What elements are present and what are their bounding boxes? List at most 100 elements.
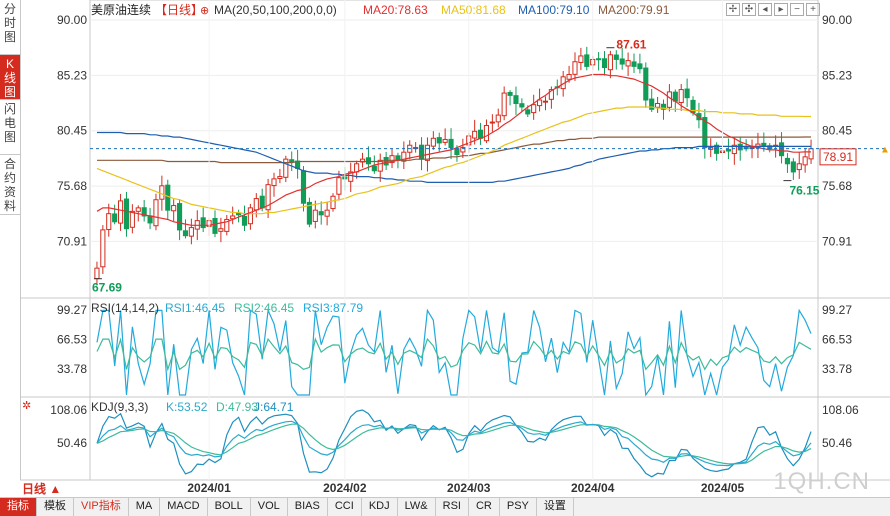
candle-body: [725, 149, 731, 152]
chart-period: 【日线】: [155, 3, 203, 17]
indicator-tab-14[interactable]: 设置: [537, 498, 574, 516]
y-tick-right: 70.91: [822, 234, 852, 248]
zoom-out-icon[interactable]: −: [790, 3, 804, 16]
candle-body: [230, 215, 236, 220]
candle-body: [129, 210, 135, 228]
candle-body: [171, 205, 177, 212]
candle-body: [655, 102, 661, 108]
last-price-label: 78.91: [823, 150, 853, 164]
candle-body: [259, 195, 265, 209]
candle-body: [318, 211, 324, 216]
rsi-legend-1: RSI1:46.45: [165, 301, 225, 315]
candle-body: [572, 61, 578, 75]
x-tick-label: 2024/05: [701, 481, 745, 495]
candle-body: [165, 184, 171, 211]
y-tick-right: 80.45: [822, 124, 852, 138]
candle-body: [460, 147, 466, 153]
kdj-legend-1: K:53.52: [166, 400, 208, 414]
candle-body: [377, 159, 383, 172]
candle-body: [277, 176, 283, 180]
candle-body: [796, 163, 802, 171]
indicator-tab-1[interactable]: 模板: [37, 498, 74, 516]
candle-body: [117, 200, 124, 224]
candle-body: [678, 89, 684, 104]
indicator-tab-11[interactable]: RSI: [436, 498, 469, 516]
candle-body: [489, 121, 495, 124]
move-left-icon[interactable]: ◂: [758, 3, 772, 16]
candle-body: [94, 267, 100, 280]
candle-body: [430, 137, 436, 147]
settings-icon: ⊕: [200, 5, 209, 17]
candle-body: [106, 213, 112, 231]
indicator-tab-0[interactable]: 指标: [0, 498, 37, 516]
candle-body: [289, 159, 295, 162]
indicator-tab-9[interactable]: KDJ: [362, 498, 398, 516]
indicator-tab-2[interactable]: VIP指标: [74, 498, 129, 516]
expand-icon[interactable]: ✢: [726, 3, 740, 16]
candle-body: [613, 54, 619, 60]
candle-body: [177, 203, 183, 231]
move-right-icon[interactable]: ▸: [774, 3, 788, 16]
candle-body: [159, 185, 165, 200]
side-tab-0[interactable]: 分时图: [0, 0, 20, 55]
candle-body: [607, 54, 613, 71]
indicator-tab-6[interactable]: VOL: [251, 498, 288, 516]
candle-body: [619, 58, 625, 65]
ma-legend-4: MA200:79.91: [598, 3, 670, 17]
side-tab-2[interactable]: 闪电图: [0, 100, 20, 155]
candle-body: [336, 177, 342, 195]
candle-body: [306, 201, 312, 225]
rsi-y-tick-left: 66.53: [57, 333, 87, 347]
candle-body: [200, 217, 206, 229]
indicator-tab-5[interactable]: BOLL: [208, 498, 251, 516]
side-tab-3[interactable]: 合约资料: [0, 155, 20, 215]
indicator-tab-3[interactable]: MA: [129, 498, 161, 516]
candle-body: [424, 144, 431, 161]
candle-body: [684, 88, 690, 99]
indicator-tab-bar: 指标 模板 VIP指标 MA MACD BOLL VOL BIAS CCI KDJ LW& RSI CR…: [0, 497, 890, 516]
candle-body: [147, 215, 153, 224]
candle-body: [100, 229, 106, 268]
candle-body: [348, 171, 354, 182]
y-tick-right: 85.23: [822, 68, 852, 82]
candle-body: [123, 198, 130, 230]
indicator-tab-13[interactable]: PSY: [500, 498, 537, 516]
high-label: 87.61: [616, 38, 646, 52]
candle-body: [501, 92, 507, 117]
y-tick-right: 75.68: [822, 179, 852, 193]
y-tick-left: 85.23: [57, 68, 87, 82]
candle-body: [371, 165, 377, 172]
candle-body: [584, 54, 590, 67]
y-tick-right: 90.00: [822, 13, 852, 27]
candle-body: [330, 195, 336, 210]
candle-body: [714, 144, 720, 154]
candle-body: [271, 178, 277, 187]
candle-body: [542, 100, 549, 103]
indicator-tab-10[interactable]: LW&: [398, 498, 436, 516]
rsi-y-tick-right: 33.78: [822, 362, 852, 376]
candle-body: [702, 117, 708, 149]
shrink-icon[interactable]: ✣: [742, 3, 756, 16]
price-marker-icon: ▲: [880, 145, 890, 156]
candle-body: [802, 156, 808, 166]
candle-body: [784, 157, 791, 165]
indicator-tab-7[interactable]: BIAS: [288, 498, 328, 516]
candle-body: [625, 60, 631, 67]
candle-body: [112, 213, 118, 223]
candle-body: [596, 58, 602, 61]
candle-body: [631, 61, 637, 67]
candle-body: [436, 137, 442, 144]
zoom-in-icon[interactable]: +: [806, 3, 820, 16]
candle-body: [265, 184, 271, 211]
candle-body: [548, 89, 554, 100]
period-selector[interactable]: 日线 ▲: [22, 482, 62, 496]
candle-body: [637, 63, 643, 70]
ma20-line: [96, 73, 811, 226]
rsi3-line: [96, 308, 812, 397]
indicator-tab-12[interactable]: CR: [469, 498, 500, 516]
indicator-tab-8[interactable]: CCI: [328, 498, 362, 516]
indicator-tab-4[interactable]: MACD: [160, 498, 208, 516]
ma-legend-2: MA50:81.68: [441, 3, 506, 17]
